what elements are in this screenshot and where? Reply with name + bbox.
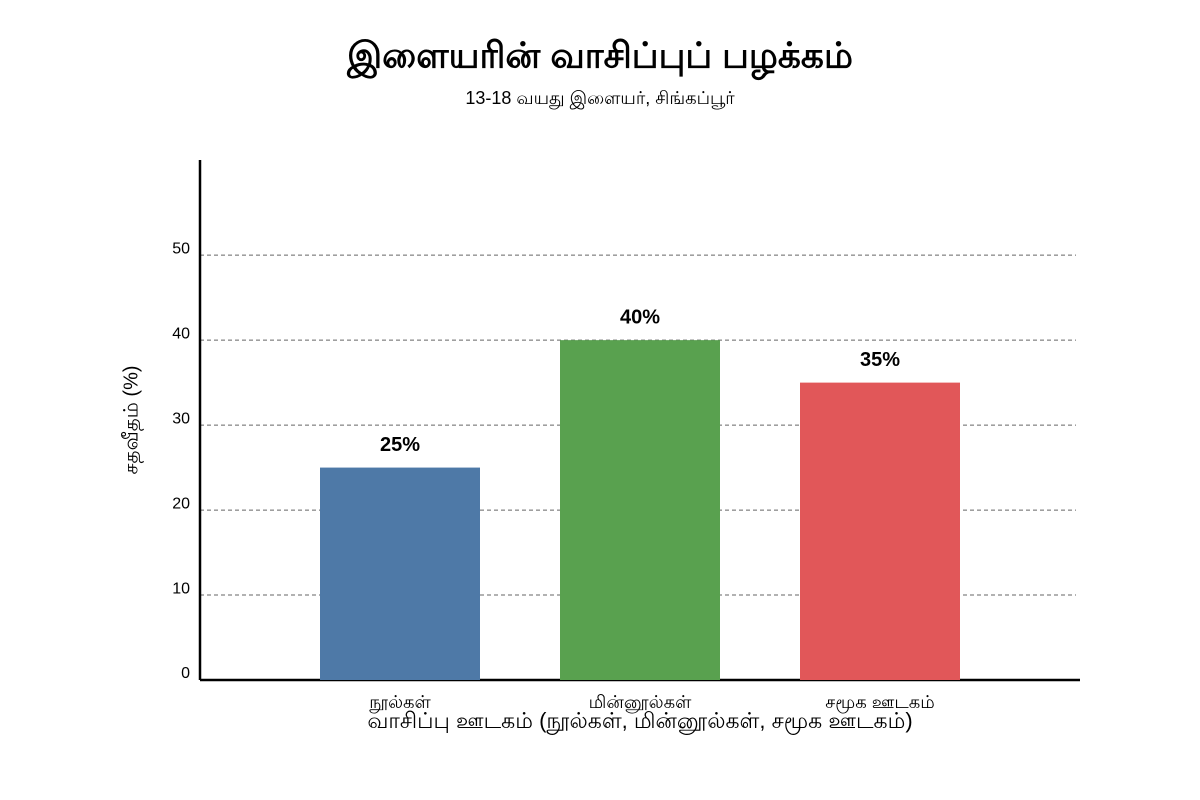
x-axis-label: வாசிப்பு ஊடகம் (நூல்கள், மின்னூல்கள், சம… (367, 708, 912, 735)
y-tick-label: 30 (172, 410, 190, 427)
chart-subtitle: 13-18 வயது இளையர், சிங்கப்பூர் (465, 88, 735, 110)
x-tick-label: மின்னூல்கள் (589, 692, 692, 713)
value-label: 25% (380, 434, 420, 456)
bar (560, 340, 720, 680)
y-tick-label: 0 (181, 665, 190, 682)
y-tick-label: 50 (172, 240, 190, 257)
value-label: 40% (620, 306, 660, 328)
x-tick-label: சமூக ஊடகம் (825, 692, 934, 713)
x-tick-label: நூல்கள் (369, 692, 431, 713)
chart-title: இளையரின் வாசிப்புப் பழக்கம் (346, 35, 853, 81)
bar (320, 467, 480, 680)
y-tick-label: 10 (172, 580, 190, 597)
value-label: 35% (860, 349, 900, 371)
bar (800, 382, 960, 680)
y-tick-label: 40 (172, 325, 190, 342)
y-axis-label: சதவீதம் (%) (120, 365, 143, 474)
y-tick-label: 20 (172, 495, 190, 512)
